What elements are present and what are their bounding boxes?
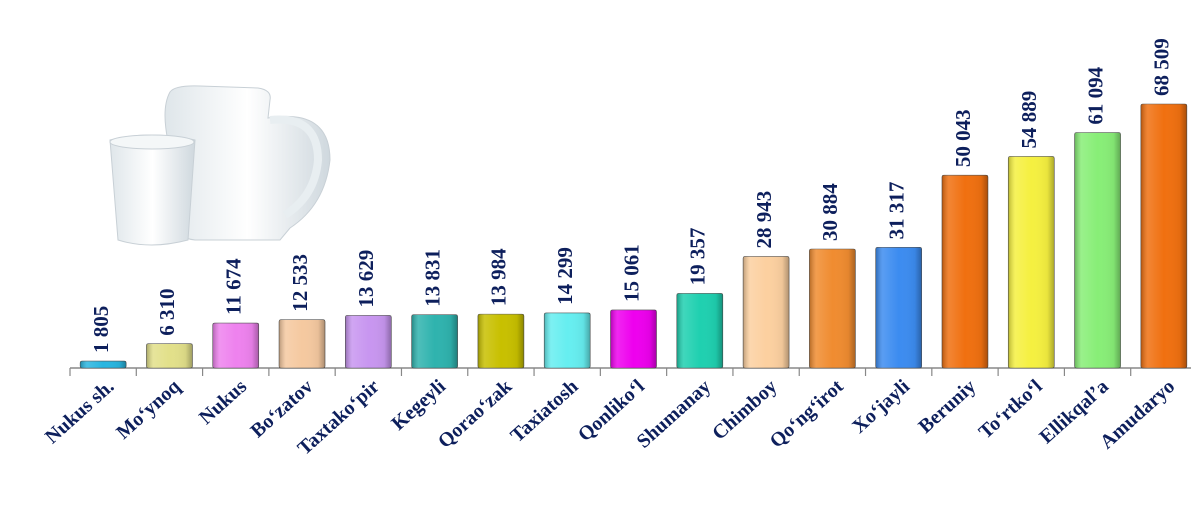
bar: [278, 319, 326, 369]
bar: [1074, 132, 1121, 369]
bar: [1007, 156, 1055, 369]
value-label: 68 509: [1150, 38, 1174, 96]
value-label: 13 629: [354, 250, 378, 308]
bar: [212, 322, 260, 369]
bar: [676, 293, 724, 369]
bar: [610, 309, 657, 369]
category-label: Nukus sh.: [41, 375, 119, 448]
bar: [345, 315, 392, 369]
bar: [941, 174, 989, 369]
category-label: Taxiatosh: [506, 375, 582, 447]
value-label: 15 061: [619, 244, 643, 302]
category-label: Nukus: [195, 375, 251, 429]
bar: [79, 360, 127, 369]
value-label: 54 889: [1017, 91, 1041, 149]
value-label: 50 043: [951, 109, 975, 167]
bar: [411, 314, 458, 369]
bar: [477, 313, 525, 369]
value-label: 14 299: [553, 247, 577, 305]
bar: [742, 256, 790, 369]
bar: [543, 312, 591, 369]
value-label: 12 533: [288, 254, 312, 312]
bar: [875, 247, 922, 369]
value-label: 61 094: [1083, 66, 1107, 124]
category-label: Xo‘jayli: [848, 375, 914, 438]
bar: [1140, 103, 1188, 369]
category-label: Beruniy: [914, 375, 980, 437]
milk-illustration: [109, 85, 331, 246]
value-label: 28 943: [752, 191, 776, 249]
value-label: 6 310: [155, 288, 179, 335]
bar: [809, 248, 856, 369]
value-label: 1 805: [89, 306, 113, 353]
value-label: 30 884: [818, 183, 842, 241]
category-label: Shumanay: [633, 375, 715, 452]
value-label: 13 984: [487, 248, 511, 306]
bar: [146, 343, 193, 369]
category-label: Qorao‘zak: [434, 375, 517, 453]
value-label: 19 357: [686, 228, 710, 286]
value-label: 11 674: [222, 258, 246, 315]
category-label: Kegeyli: [387, 375, 450, 435]
category-label: Qo‘ng‘irot: [766, 375, 848, 452]
category-label: Mo‘ynoq: [112, 375, 185, 443]
value-label: 13 831: [420, 249, 444, 307]
value-label: 31 317: [884, 182, 908, 240]
